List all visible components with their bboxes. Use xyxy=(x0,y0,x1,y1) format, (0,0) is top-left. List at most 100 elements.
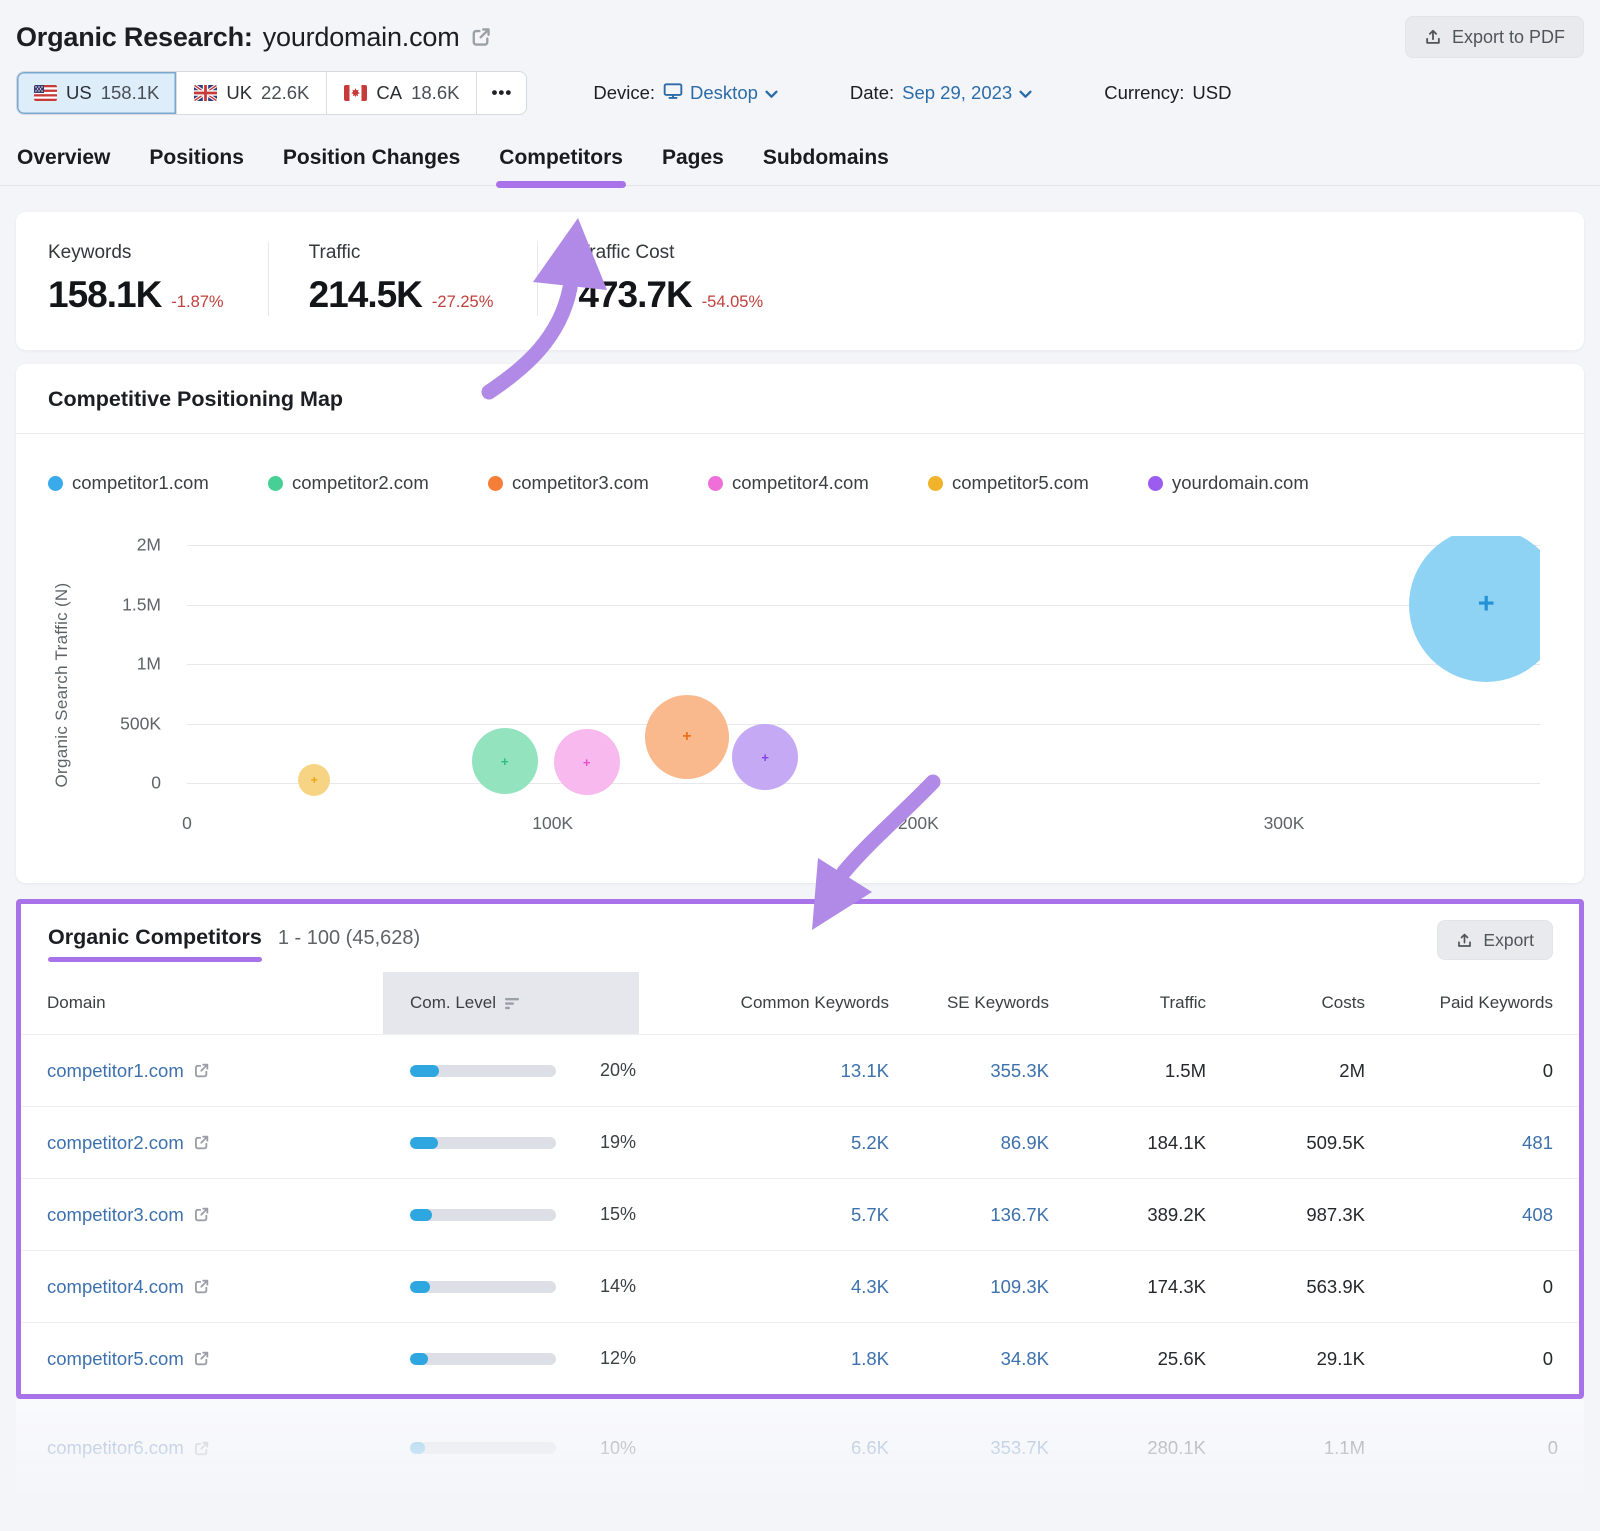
country-tab-uk[interactable]: UK 22.6K xyxy=(177,72,328,114)
domain-link[interactable]: competitor5.com xyxy=(47,1347,184,1369)
summary-stats-card: Keywords 158.1K -1.87% Traffic 214.5K -27.25%… xyxy=(16,212,1584,350)
bubble-competitor3-com[interactable]: + xyxy=(644,694,729,779)
se-keywords-value[interactable]: 355.3K xyxy=(990,1059,1049,1081)
table-range: 1 - 100 (45,628) xyxy=(277,926,421,949)
stat-value: 473.7K xyxy=(578,274,692,315)
external-link-icon[interactable] xyxy=(193,1278,210,1295)
table-row-competitor1-com: competitor1.com 20% 13.1K 355.3K 1.5M 2M 0 xyxy=(21,1034,1579,1106)
country-tab-ca[interactable]: CA 18.6K xyxy=(327,72,478,114)
competition-level-cell: 14% xyxy=(383,1276,639,1297)
competition-level-bar-fill xyxy=(410,1280,431,1293)
se-keywords-value[interactable]: 34.8K xyxy=(1000,1347,1049,1369)
competition-level-cell: 10% xyxy=(383,1438,639,1459)
tab-positions[interactable]: Positions xyxy=(149,146,244,169)
domain-link[interactable]: competitor6.com xyxy=(47,1437,184,1458)
currency-display: Currency: USD xyxy=(1104,82,1231,104)
flag-icon-uk xyxy=(194,85,218,101)
bubble-competitor5-com[interactable]: + xyxy=(298,763,331,796)
domain-link[interactable]: competitor4.com xyxy=(47,1275,184,1297)
paid-keywords-value[interactable]: 481 xyxy=(1522,1131,1553,1153)
domain-cell: competitor3.com xyxy=(47,1204,383,1226)
se-keywords-value[interactable]: 136.7K xyxy=(990,1203,1049,1225)
competition-level-cell: 20% xyxy=(383,1060,639,1081)
legend-item-competitor1-com[interactable]: competitor1.com xyxy=(48,472,236,494)
organic-research-page: Organic Research: yourdomain.com Export … xyxy=(0,16,1600,1497)
device-value[interactable]: Desktop xyxy=(663,82,778,105)
se-keywords-value[interactable]: 353.7K xyxy=(990,1437,1049,1458)
common-keywords-value[interactable]: 1.8K xyxy=(850,1347,889,1369)
domain-link[interactable]: competitor3.com xyxy=(47,1203,184,1225)
legend-item-competitor5-com[interactable]: competitor5.com xyxy=(928,472,1116,494)
gridline xyxy=(187,604,1540,606)
external-link-icon[interactable] xyxy=(193,1440,210,1457)
table-faded-row-strip: competitor6.com 10% 6.6K 353.7K 280.1K 1.1M 0 xyxy=(16,1399,1584,1497)
table-row-competitor3-com: competitor3.com 15% 5.7K 136.7K 389.2K 987.3K… xyxy=(21,1178,1579,1250)
bubble-plus-marker: + xyxy=(682,727,692,745)
upload-icon xyxy=(1424,28,1442,46)
competition-level-percent: 20% xyxy=(600,1060,637,1080)
legend-item-competitor3-com[interactable]: competitor3.com xyxy=(488,472,676,494)
costs-value: 563.9K xyxy=(1306,1275,1365,1297)
competition-level-bar xyxy=(410,1352,556,1365)
external-link-icon[interactable] xyxy=(193,1062,210,1079)
legend-item-yourdomain-com[interactable]: yourdomain.com xyxy=(1148,472,1336,494)
external-link-icon[interactable] xyxy=(193,1206,210,1223)
country-code: CA xyxy=(376,82,403,103)
se-keywords-value[interactable]: 86.9K xyxy=(1000,1131,1049,1153)
bubble-yourdomain-com[interactable]: + xyxy=(732,724,799,791)
competition-level-bar xyxy=(410,1136,556,1149)
tab-position-changes[interactable]: Position Changes xyxy=(282,146,461,169)
traffic-value: 25.6K xyxy=(1157,1347,1206,1369)
external-link-icon[interactable] xyxy=(193,1350,210,1367)
export-pdf-button[interactable]: Export to PDF xyxy=(1404,16,1584,58)
legend-label: competitor3.com xyxy=(512,472,649,493)
common-keywords-value[interactable]: 6.6K xyxy=(850,1437,889,1458)
tab-competitors[interactable]: Competitors xyxy=(496,136,626,188)
paid-keywords-value[interactable]: 408 xyxy=(1522,1203,1553,1225)
stat-value: 158.1K xyxy=(48,274,162,315)
competition-level-cell: 15% xyxy=(383,1204,639,1225)
competition-level-bar xyxy=(410,1280,556,1293)
traffic-value: 389.2K xyxy=(1147,1203,1206,1225)
country-tab-us[interactable]: US 158.1K xyxy=(17,72,178,114)
table-body: competitor1.com 20% 13.1K 355.3K 1.5M 2M 0 comp… xyxy=(21,1034,1579,1394)
column-header-paid: Paid Keywords xyxy=(1439,993,1553,1012)
tab-overview[interactable]: Overview xyxy=(17,146,111,169)
competition-level-percent: 12% xyxy=(600,1348,637,1368)
date-value[interactable]: Sep 29, 2023 xyxy=(902,82,1032,104)
table-row-competitor5-com: competitor5.com 12% 1.8K 34.8K 25.6K 29.1K 0 xyxy=(21,1322,1579,1394)
x-tick-label: 200K xyxy=(897,813,939,833)
competition-level-percent: 14% xyxy=(600,1276,637,1296)
competition-level-bar-fill xyxy=(410,1136,438,1149)
tab-pages[interactable]: Pages xyxy=(661,146,724,169)
common-keywords-value[interactable]: 5.2K xyxy=(850,1131,889,1153)
external-link-icon[interactable] xyxy=(470,26,492,48)
bubble-competitor4-com[interactable]: + xyxy=(553,729,620,796)
common-keywords-value[interactable]: 13.1K xyxy=(840,1059,889,1081)
stat-delta: -27.25% xyxy=(431,293,494,311)
table-row-competitor6-com: competitor6.com 10% 6.6K 353.7K 280.1K 1.1M 0 xyxy=(16,1399,1584,1497)
more-countries-button[interactable]: ••• xyxy=(491,83,513,102)
plot-column: + + + + + + 0 100K 200K 300K xyxy=(182,536,1540,833)
x-tick-label: 0 xyxy=(182,813,192,833)
stat-delta: -1.87% xyxy=(171,293,224,311)
table-export-button[interactable]: Export xyxy=(1437,920,1553,960)
legend-item-competitor4-com[interactable]: competitor4.com xyxy=(708,472,896,494)
stat-traffic: Traffic 214.5K -27.25% xyxy=(309,242,539,316)
column-header-label: Com. Level xyxy=(410,993,496,1012)
bubble-competitor2-com[interactable]: + xyxy=(471,728,538,795)
domain-link[interactable]: competitor2.com xyxy=(47,1131,184,1153)
external-link-icon[interactable] xyxy=(193,1134,210,1151)
common-keywords-value[interactable]: 4.3K xyxy=(850,1275,889,1297)
tab-subdomains[interactable]: Subdomains xyxy=(762,146,889,169)
legend-item-competitor2-com[interactable]: competitor2.com xyxy=(268,472,456,494)
bubble-competitor1-com[interactable]: + xyxy=(1409,536,1540,682)
domain-link[interactable]: competitor1.com xyxy=(47,1059,184,1081)
common-keywords-value[interactable]: 5.7K xyxy=(850,1203,889,1225)
bubble-plus-marker: + xyxy=(500,753,509,769)
column-header-comlevel[interactable]: Com. Level xyxy=(383,972,639,1034)
table-export-label: Export xyxy=(1483,929,1534,950)
se-keywords-value[interactable]: 109.3K xyxy=(990,1275,1049,1297)
paid-keywords-value: 0 xyxy=(1547,1437,1558,1458)
competition-level-bar xyxy=(410,1442,556,1454)
